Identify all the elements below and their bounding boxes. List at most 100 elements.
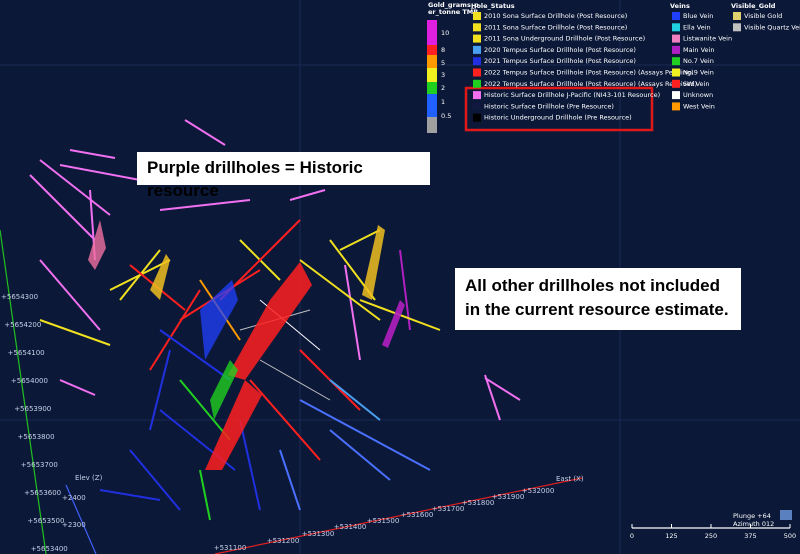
legend-swatch xyxy=(672,45,680,54)
grade-label: 8 xyxy=(441,46,445,54)
grade-swatch xyxy=(427,68,437,82)
easting-label: +531300 xyxy=(302,530,335,538)
scale-label: 0 xyxy=(630,532,634,540)
legend-swatch xyxy=(672,57,680,66)
elevation-title: Elev (Z) xyxy=(75,474,103,482)
legend-swatch xyxy=(672,12,680,20)
legend-label: Unknown xyxy=(683,91,713,99)
easting-label: +531400 xyxy=(334,523,367,531)
scale-label: 125 xyxy=(665,532,677,540)
northing-label: +5654000 xyxy=(11,377,48,385)
legend-label: 2011 Sona Surface Drillhole (Post Resour… xyxy=(484,23,627,31)
northing-label: +5653700 xyxy=(21,461,58,469)
legend-label: Historic Surface Drillhole (Pre Resource… xyxy=(484,102,614,110)
legend-swatch xyxy=(473,113,481,122)
scale-label: 250 xyxy=(705,532,717,540)
legend-label: 2022 Tempus Surface Drillhole (Post Reso… xyxy=(484,80,697,88)
visible-gold-title: Visible_Gold xyxy=(731,2,776,10)
legend-swatch xyxy=(473,102,481,111)
easting-label: +531100 xyxy=(214,544,247,552)
northing-label: +5653900 xyxy=(14,405,51,413)
easting-label: +531700 xyxy=(432,505,465,513)
scale-label: 375 xyxy=(744,532,756,540)
easting-label: +532000 xyxy=(522,487,555,495)
highlight-box xyxy=(464,86,654,132)
orientation-icon xyxy=(780,510,792,520)
veins-title: Veins xyxy=(670,2,690,10)
legend-label: Main Vein xyxy=(683,46,714,54)
legend-label: No.9 Vein xyxy=(683,69,714,77)
legend-swatch xyxy=(473,45,481,54)
azimuth-label: Azimuth 012 xyxy=(733,520,774,528)
grade-swatch xyxy=(427,117,437,133)
legend-swatch xyxy=(473,68,481,77)
easting-label: +531200 xyxy=(267,537,300,545)
grade-swatch xyxy=(427,94,437,117)
legend-label: Listwanite Vein xyxy=(683,35,732,43)
legend-label: 2020 Tempus Surface Drillhole (Post Reso… xyxy=(484,46,636,54)
easting-label: +531600 xyxy=(401,511,434,519)
legend-swatch xyxy=(672,23,680,32)
legend-label: West Vein xyxy=(683,102,715,110)
legend-swatch xyxy=(672,79,680,88)
hole-status-title: Hole_Status xyxy=(471,2,515,10)
legend-swatch xyxy=(473,23,481,32)
legend-label: Visible Quartz Vein xyxy=(744,23,800,31)
legend-swatch xyxy=(473,79,481,88)
grade-legend-title: Gold_grams_p xyxy=(428,1,479,9)
northing-label: +5654300 xyxy=(1,293,38,301)
vein-surfaces xyxy=(88,220,405,470)
legend-label: Ella Vein xyxy=(683,23,711,31)
grade-label: 0.5 xyxy=(441,112,451,120)
legend-label: No.7 Vein xyxy=(683,57,714,65)
legend-swatch xyxy=(672,91,680,100)
legend-label: 2011 Sona Underground Drillhole (Post Re… xyxy=(484,35,645,43)
legend-swatch xyxy=(672,102,680,111)
easting-label: +531900 xyxy=(492,493,525,501)
legend-swatch xyxy=(733,12,741,20)
grade-label: 3 xyxy=(441,71,445,79)
northing-label: +5653400 xyxy=(31,545,68,553)
legend-swatch xyxy=(733,23,741,32)
easting-label: +531800 xyxy=(462,499,495,507)
plunge-label: Plunge +64 xyxy=(733,512,771,520)
callout-historic: Purple drillholes = Historic resource xyxy=(137,152,430,200)
grade-swatch xyxy=(427,55,437,68)
legend-swatch xyxy=(672,68,680,77)
legend-label: 2021 Tempus Surface Drillhole (Post Reso… xyxy=(484,57,636,65)
legend-swatch xyxy=(473,91,481,100)
legend-swatch xyxy=(473,57,481,66)
legend-label: Visible Gold xyxy=(744,12,782,20)
legend-swatch xyxy=(473,34,481,43)
legend-label: Blue Vein xyxy=(683,12,713,20)
legend-label: 2022 Tempus Surface Drillhole (Post Reso… xyxy=(484,69,694,77)
callout-other: All other drillholes not included in the… xyxy=(455,268,741,330)
legend-label: Historic Surface Drillhole J-Pacific (NI… xyxy=(484,91,660,99)
northing-label: +5653500 xyxy=(27,517,64,525)
grade-swatch xyxy=(427,82,437,94)
grade-label: 2 xyxy=(441,84,445,92)
elevation-label: +2300 xyxy=(62,521,86,529)
northing-label: +5654100 xyxy=(8,349,45,357)
northing-label: +5653800 xyxy=(18,433,55,441)
elevation-label: +2400 xyxy=(62,494,86,502)
legend-swatch xyxy=(672,34,680,43)
legend-swatch xyxy=(473,12,481,20)
grade-swatch xyxy=(427,45,437,55)
grade-swatch xyxy=(427,20,437,45)
northing-label: +5653600 xyxy=(24,489,61,497)
legend-label: 2010 Sona Surface Drillhole (Post Resour… xyxy=(484,12,627,20)
northing-label: +5654200 xyxy=(4,321,41,329)
legend-label: SW Vein xyxy=(683,80,710,88)
scale-label: 500 xyxy=(784,532,796,540)
easting-title: East (X) xyxy=(556,475,584,483)
grade-legend-title: er_tonne TMR xyxy=(428,8,478,16)
legend-label: Historic Underground Drillhole (Pre Reso… xyxy=(484,114,632,122)
grade-label: 1 xyxy=(441,98,445,106)
easting-label: +531500 xyxy=(367,517,400,525)
grade-label: 10 xyxy=(441,29,449,37)
grade-label: 5 xyxy=(441,59,445,67)
